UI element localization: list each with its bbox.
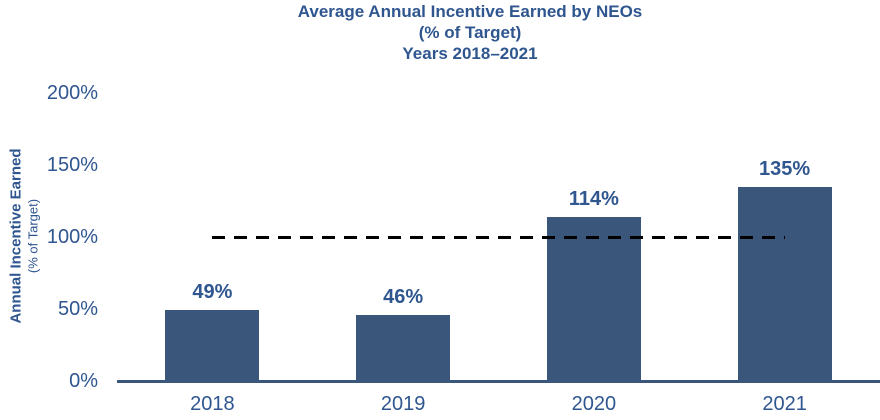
chart-title-line3: Years 2018–2021: [402, 44, 538, 63]
bar-value-label-2020: 114%: [568, 187, 619, 210]
y-tick-label-200%: 200%: [46, 82, 98, 104]
x-axis-label-2018: 2018: [190, 393, 235, 415]
y-tick-label-150%: 150%: [46, 154, 98, 176]
target-reference-line: [212, 235, 785, 239]
chart-title-line2: (% of Target): [418, 23, 522, 42]
bar-2018: [165, 310, 260, 381]
y-tick-label-0%: 0%: [69, 370, 98, 392]
y-axis-tick-labels: 0% 50% 100% 150% 200%: [0, 0, 98, 420]
bar-2020: [546, 216, 641, 381]
chart-title-line1: Average Annual Incentive Earned by NEOs: [297, 2, 643, 21]
y-tick-label-50%: 50%: [57, 298, 98, 320]
bar-2021: [737, 186, 832, 381]
y-tick-label-100%: 100%: [46, 226, 98, 248]
bar-2019: [356, 314, 451, 381]
bar-value-label-2019: 46%: [383, 285, 424, 308]
x-axis-line: [117, 379, 880, 383]
chart-title: Average Annual Incentive Earned by NEOs …: [60, 1, 880, 64]
bar-value-label-2021: 135%: [759, 157, 811, 180]
bar-value-label-2018: 49%: [192, 281, 233, 304]
x-axis-label-2019: 2019: [380, 393, 426, 415]
x-axis-label-2020: 2020: [571, 393, 617, 415]
x-axis-label-2021: 2021: [762, 393, 807, 415]
